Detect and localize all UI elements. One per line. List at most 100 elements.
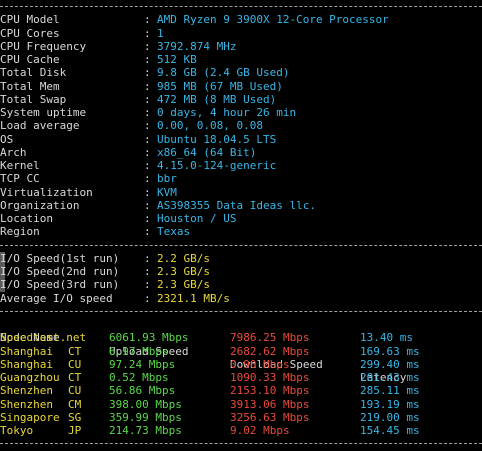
upload-speed: 97.24 Mbps (109, 357, 176, 371)
io-value: 2321.1 MB/s (157, 291, 230, 305)
info-value: 0.00, 0.08, 0.08 (157, 119, 263, 133)
latency-value: 219.00 ms (360, 410, 420, 424)
system-info-row: Arch: x86_64 (64 Bit) (0, 146, 482, 159)
system-info-row: CPU Model: AMD Ryzen 9 3900X 12-Core Proc… (0, 13, 482, 26)
info-value: AMD Ryzen 9 3900X 12-Core Processor (157, 13, 389, 27)
info-colon: : (144, 53, 151, 66)
system-info-row: Total Swap:472 MB (8 MB Used) (0, 93, 482, 106)
info-value: 4.15.0-124-generic (157, 159, 277, 172)
speed-table-header: Node Name Upload Speed Download Speed La… (0, 318, 482, 384)
latency-value: 285.11 ms (360, 384, 420, 398)
upload-speed: 6.97 Mbps (109, 344, 169, 358)
io-value: 2.2 GB/s (157, 251, 210, 265)
info-colon: : (144, 185, 151, 199)
io-label: I/O Speed(2nd run) (0, 265, 120, 278)
info-label: CPU Model (0, 13, 60, 27)
io-label: Average I/O speed (0, 291, 113, 305)
latency-value: 154.45 ms (360, 424, 420, 437)
io-speed-block: I/O Speed(1st run):2.2 GB/s I/O Speed(2nd… (0, 251, 482, 305)
latency-value: 201.43 ms (360, 371, 420, 384)
info-label: Arch (0, 145, 27, 159)
info-value: 1 (157, 26, 164, 40)
info-colon: : (144, 26, 151, 40)
download-speed: 2153.10 Mbps (230, 384, 310, 398)
info-colon: : (144, 132, 151, 146)
system-info-row: CPU Cores:1 (0, 27, 482, 40)
table-row: Shanghai CT 6.97 Mbps 2682.62 Mbps 169.63 ms (0, 345, 482, 358)
info-label: Kernel (0, 159, 40, 172)
info-label: CPU Cores (0, 26, 60, 40)
io-speed-row: I/O Speed(3rd run):2.3 GB/s (0, 278, 482, 291)
info-label: System uptime (0, 106, 87, 119)
info-colon: : (144, 172, 151, 186)
separator-line (0, 0, 482, 13)
info-value: x86_64 (64 Bit) (157, 145, 257, 159)
info-label: Total Disk (0, 66, 67, 80)
info-label: CPU Cache (0, 53, 60, 66)
node-isp: CU (68, 357, 82, 371)
header-node-name: Node Name (0, 331, 60, 345)
system-info-row: System uptime:0 days, 4 hour 26 min (0, 106, 482, 119)
io-colon: : (144, 291, 151, 305)
info-colon: : (144, 159, 151, 172)
node-name: Shenzhen (0, 384, 53, 398)
system-info-row: CPU Frequency:3792.874 MHz (0, 40, 482, 53)
system-info-row: Load average:0.00, 0.08, 0.08 (0, 119, 482, 132)
download-speed: 1090.33 Mbps (230, 371, 310, 384)
info-colon: : (144, 119, 151, 133)
info-value: 985 MB (67 MB Used) (157, 79, 283, 93)
table-row: Shenzhen CU 56.86 Mbps 2153.10 Mbps 285.11 m… (0, 384, 482, 397)
node-isp: CT (68, 371, 82, 384)
separator-line (0, 437, 482, 450)
table-row: Shenzhen CM 398.00 Mbps 3913.06 Mbps 193.19 … (0, 398, 482, 411)
upload-speed: 6061.93 Mbps (109, 331, 189, 345)
node-isp: SG (68, 410, 82, 424)
system-info-row: Location: Houston / US (0, 212, 482, 225)
system-info-row: Virtualization: KVM (0, 186, 482, 199)
info-value: 3792.874 MHz (157, 39, 237, 53)
latency-value: 299.40 ms (360, 357, 420, 371)
io-colon: : (144, 278, 151, 292)
node-name: Speedtest.net (0, 331, 87, 345)
io-label: I/O Speed(3rd run) (0, 278, 120, 292)
download-speed: 2682.62 Mbps (230, 344, 310, 358)
info-value: bbr (157, 172, 177, 186)
upload-speed: 214.73 Mbps (109, 424, 182, 437)
info-value: Ubuntu 18.04.5 LTS (157, 132, 277, 146)
node-name: Singapore (0, 410, 60, 424)
info-label: Total Swap (0, 92, 67, 106)
system-info-row: CPU Cache:512 KB (0, 53, 482, 66)
info-label: Organization (0, 198, 80, 212)
table-row: Speedtest.net 6061.93 Mbps 7986.25 Mbps 13.… (0, 331, 482, 344)
table-row: Tokyo JP 214.73 Mbps 9.02 Mbps 154.45 ms (0, 424, 482, 437)
info-value: 9.8 GB (2.4 GB Used) (157, 66, 290, 80)
info-colon: : (144, 66, 151, 80)
download-speed: 9.02 Mbps (230, 424, 290, 437)
upload-speed: 0.52 Mbps (109, 371, 169, 384)
speed-table-body: Speedtest.net 6061.93 Mbps 7986.25 Mbps 13.… (0, 331, 482, 437)
latency-value: 13.40 ms (360, 331, 413, 345)
separator-line (0, 305, 482, 318)
table-row: Guangzhou CT 0.52 Mbps 1090.33 Mbps 201.43 m… (0, 371, 482, 384)
upload-speed: 398.00 Mbps (109, 397, 182, 411)
download-speed: 7986.25 Mbps (230, 331, 310, 345)
system-info-row: OS: Ubuntu 18.04.5 LTS (0, 133, 482, 146)
io-colon: : (144, 251, 151, 265)
io-speed-row: I/O Speed(1st run):2.2 GB/s (0, 252, 482, 265)
upload-speed: 56.86 Mbps (109, 384, 176, 398)
info-colon: : (144, 106, 151, 119)
info-colon: : (144, 145, 151, 159)
download-speed: 3256.63 Mbps (230, 410, 310, 424)
info-value: KVM (157, 185, 177, 199)
info-label: Location (0, 212, 53, 225)
upload-speed: 359.99 Mbps (109, 410, 182, 424)
io-value: 2.3 GB/s (157, 265, 210, 278)
info-label: CPU Frequency (0, 39, 87, 53)
info-label: Virtualization (0, 185, 93, 199)
cursor-block (0, 251, 5, 292)
io-speed-row: I/O Speed(2nd run):2.3 GB/s (0, 265, 482, 278)
info-label: TCP CC (0, 172, 40, 186)
io-speed-row: Average I/O speed:2321.1 MB/s (0, 292, 482, 305)
info-value: 472 MB (8 MB Used) (157, 92, 277, 106)
